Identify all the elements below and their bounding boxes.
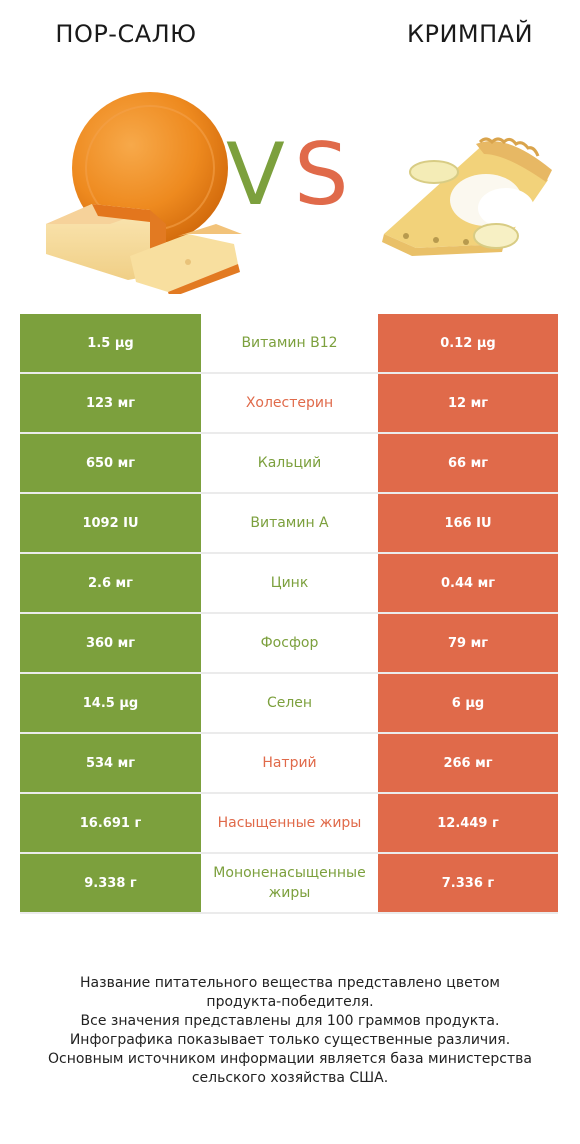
footnote-line: Основным источником информации является … xyxy=(48,1051,532,1067)
nutrient-label: Кальций xyxy=(257,455,322,471)
nutrient-label: Насыщенные жиры xyxy=(217,815,362,831)
right-value: 66 мг xyxy=(378,434,558,492)
nutrient-label: Мононенасыщенные жиры xyxy=(213,865,366,901)
left-value: 2.6 мг xyxy=(20,554,201,612)
right-value: 7.336 г xyxy=(378,854,558,912)
left-value: 9.338 г xyxy=(20,854,201,912)
row-divider xyxy=(20,672,558,674)
cheese-image xyxy=(46,92,242,294)
nutrient-name: Кальций xyxy=(201,434,378,492)
left-value: 14.5 µg xyxy=(20,674,201,732)
nutrient-name: Витамин B12 xyxy=(201,314,378,372)
nutrient-row: 14.5 µg Селен 6 µg xyxy=(20,674,558,732)
right-value: 266 мг xyxy=(378,734,558,792)
row-divider xyxy=(20,432,558,434)
nutrient-name: Селен xyxy=(201,674,378,732)
footnote-line: продукта-победителя. xyxy=(206,994,374,1010)
nutrient-name: Насыщенные жиры xyxy=(201,794,378,852)
nutrient-row: 2.6 мг Цинк 0.44 мг xyxy=(20,554,558,612)
row-divider xyxy=(20,492,558,494)
nutrient-row: 9.338 г Мононенасыщенные жиры 7.336 г xyxy=(20,854,558,912)
nutrient-label: Селен xyxy=(266,695,313,711)
nutrient-row: 1.5 µg Витамин B12 0.12 µg xyxy=(20,314,558,372)
left-value: 1092 IU xyxy=(20,494,201,552)
footnote-line: Инфографика показывает только существенн… xyxy=(69,1032,511,1048)
footnote-line: Все значения представлены для 100 граммо… xyxy=(80,1013,500,1029)
left-value: 360 мг xyxy=(20,614,201,672)
nutrient-name: Цинк xyxy=(201,554,378,612)
right-value: 79 мг xyxy=(378,614,558,672)
footnote: Название питательного вещества представл… xyxy=(20,974,560,1088)
pie-image xyxy=(382,137,552,256)
nutrient-row: 1092 IU Витамин A 166 IU xyxy=(20,494,558,552)
nutrient-row: 123 мг Холестерин 12 мг xyxy=(20,374,558,432)
right-value: 12 мг xyxy=(378,374,558,432)
nutrient-label: Цинк xyxy=(270,575,309,591)
nutrient-label: Холестерин xyxy=(245,395,334,411)
nutrient-label: Натрий xyxy=(262,755,317,771)
nutrient-name: Холестерин xyxy=(201,374,378,432)
row-divider xyxy=(20,552,558,554)
left-product-title: ПОР-САЛЮ xyxy=(55,20,197,48)
nutrient-row: 360 мг Фосфор 79 мг xyxy=(20,614,558,672)
nutrient-label: Витамин A xyxy=(250,515,329,531)
footnote-line: сельского хозяйства США. xyxy=(191,1070,389,1086)
right-value: 166 IU xyxy=(378,494,558,552)
left-value: 16.691 г xyxy=(20,794,201,852)
vs-letter-s: S xyxy=(294,125,349,225)
nutrient-row: 650 мг Кальций 66 мг xyxy=(20,434,558,492)
row-divider xyxy=(20,372,558,374)
right-product-title: КРИМПАЙ xyxy=(406,20,534,48)
footnote-line: Название питательного вещества представл… xyxy=(80,975,500,991)
left-value: 123 мг xyxy=(20,374,201,432)
nutrient-name: Мононенасыщенные жиры xyxy=(201,854,378,912)
right-value: 12.449 г xyxy=(378,794,558,852)
nutrient-label: Витамин B12 xyxy=(241,335,338,351)
vs-letter-v: V xyxy=(226,125,285,225)
row-divider xyxy=(20,792,558,794)
row-divider xyxy=(20,732,558,734)
left-value: 1.5 µg xyxy=(20,314,201,372)
right-value: 0.44 мг xyxy=(378,554,558,612)
left-value: 534 мг xyxy=(20,734,201,792)
nutrient-name: Фосфор xyxy=(201,614,378,672)
right-value: 6 µg xyxy=(378,674,558,732)
nutrient-name: Витамин A xyxy=(201,494,378,552)
nutrient-row: 534 мг Натрий 266 мг xyxy=(20,734,558,792)
row-divider xyxy=(20,612,558,614)
row-divider xyxy=(20,912,558,914)
nutrient-name: Натрий xyxy=(201,734,378,792)
row-divider xyxy=(20,852,558,854)
right-value: 0.12 µg xyxy=(378,314,558,372)
nutrient-label: Фосфор xyxy=(260,635,319,651)
nutrient-row: 16.691 г Насыщенные жиры 12.449 г xyxy=(20,794,558,852)
left-value: 650 мг xyxy=(20,434,201,492)
